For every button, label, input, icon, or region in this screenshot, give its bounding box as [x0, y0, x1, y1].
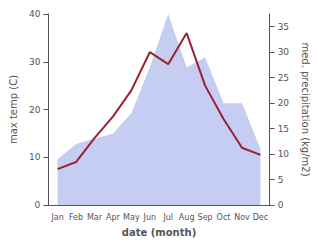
svg-text:40: 40 [29, 9, 41, 19]
svg-text:10: 10 [278, 149, 290, 159]
svg-text:Aug: Aug [179, 213, 195, 222]
svg-text:30: 30 [278, 47, 290, 57]
svg-text:5: 5 [278, 175, 284, 185]
svg-text:May: May [123, 213, 140, 222]
svg-text:35: 35 [278, 22, 289, 32]
svg-text:15: 15 [278, 124, 289, 134]
svg-text:Jul: Jul [162, 213, 173, 222]
svg-text:30: 30 [29, 57, 41, 67]
svg-text:Jun: Jun [143, 213, 157, 222]
svg-text:25: 25 [278, 73, 289, 83]
svg-text:Feb: Feb [69, 213, 83, 222]
svg-text:Apr: Apr [106, 213, 121, 222]
svg-text:10: 10 [29, 152, 41, 162]
svg-text:date (month): date (month) [122, 227, 196, 238]
svg-text:20: 20 [278, 98, 290, 108]
svg-text:0: 0 [278, 200, 284, 210]
svg-text:med. precipitation (kg/m2): med. precipitation (kg/m2) [300, 42, 311, 176]
svg-text:max temp (C): max temp (C) [8, 75, 19, 144]
svg-text:Jan: Jan [50, 213, 63, 222]
svg-text:Sep: Sep [198, 213, 213, 222]
svg-text:20: 20 [29, 105, 41, 115]
svg-text:Oct: Oct [217, 213, 231, 222]
svg-text:Nov: Nov [234, 213, 250, 222]
svg-text:0: 0 [35, 200, 41, 210]
svg-text:Mar: Mar [87, 213, 103, 222]
svg-text:Dec: Dec [253, 213, 268, 222]
